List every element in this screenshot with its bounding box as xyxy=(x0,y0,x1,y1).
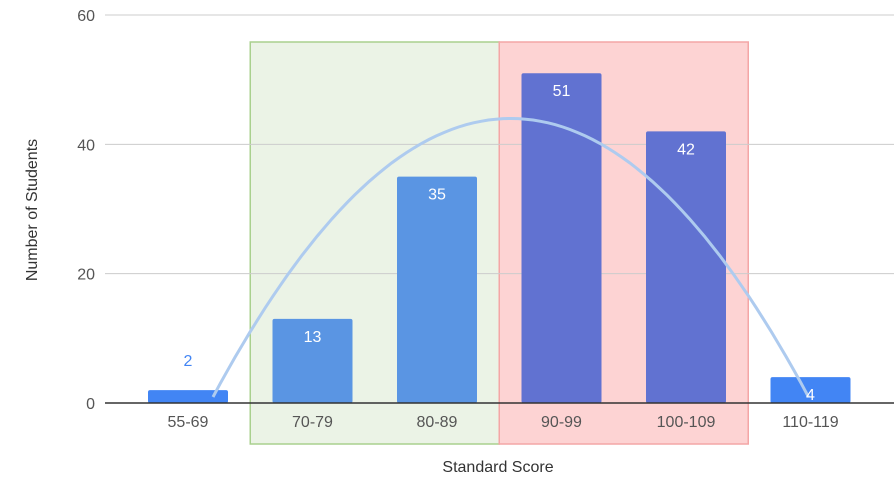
y-tick-label: 0 xyxy=(86,396,95,413)
bar xyxy=(148,390,228,403)
data-label: 4 xyxy=(806,387,815,404)
y-tick-label: 40 xyxy=(77,137,95,154)
trend-curve xyxy=(211,116,810,398)
y-axis-title: Number of Students xyxy=(24,139,41,281)
bar xyxy=(770,377,851,403)
bar xyxy=(521,73,602,403)
data-labels: 2 13 35 51 42 4 xyxy=(184,83,816,404)
gridlines xyxy=(105,14,894,275)
x-axis-title: Standard Score xyxy=(442,459,553,476)
data-label: 42 xyxy=(677,141,695,158)
bar xyxy=(397,176,477,403)
data-label: 51 xyxy=(553,83,571,100)
data-label: 35 xyxy=(428,187,446,204)
x-axis-ticks: 55-69 70-79 80-89 90-99 100-109 110-119 xyxy=(168,414,839,431)
bar xyxy=(646,131,726,403)
x-tick-label: 90-99 xyxy=(541,414,582,431)
x-tick-label: 55-69 xyxy=(168,414,209,431)
data-label: 2 xyxy=(184,353,193,370)
y-axis-ticks: 0 20 40 60 xyxy=(77,8,95,413)
data-label: 13 xyxy=(304,329,322,346)
x-tick-label: 110-119 xyxy=(782,414,838,431)
y-tick-label: 60 xyxy=(77,8,95,25)
bars xyxy=(148,73,851,403)
x-tick-label: 80-89 xyxy=(417,414,458,431)
bar xyxy=(272,318,353,403)
x-tick-label: 70-79 xyxy=(292,414,333,431)
y-tick-label: 20 xyxy=(77,267,95,284)
x-tick-label: 100-109 xyxy=(657,414,716,431)
